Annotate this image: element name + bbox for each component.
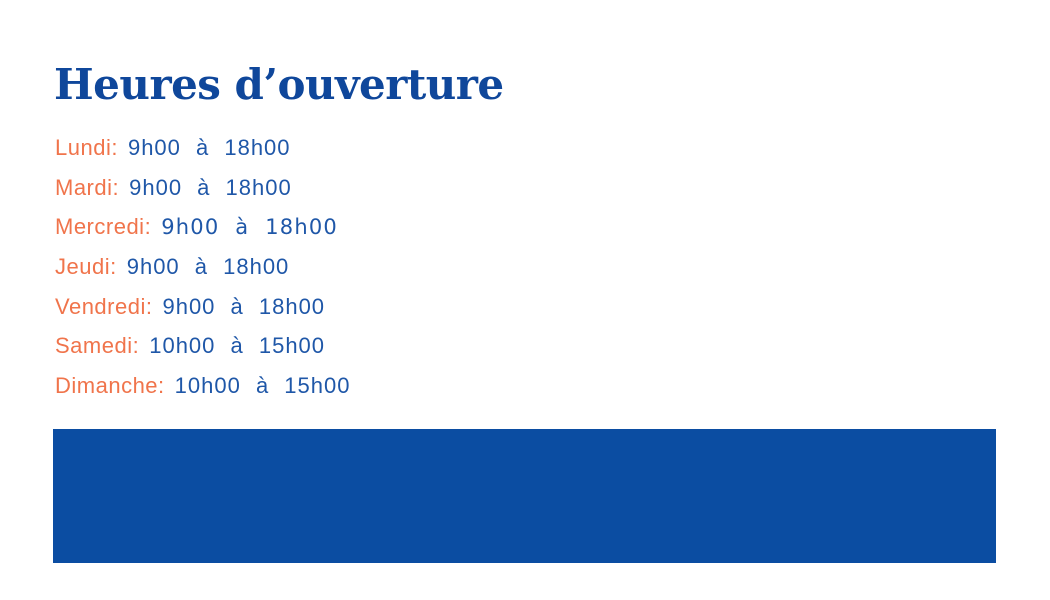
hours-row-lundi: Lundi: 9h00 à 18h00	[55, 128, 350, 168]
day-label: Mardi:	[55, 174, 120, 200]
time-value: 9h00 à 18h00	[126, 254, 290, 280]
hours-row-dimanche: Dimanche: 10h00 à 15h00	[55, 366, 350, 406]
hours-row-mardi: Mardi: 9h00 à 18h00	[55, 168, 350, 208]
footer-banner	[53, 429, 996, 563]
hours-row-samedi: Samedi: 10h00 à 15h00	[55, 326, 350, 366]
day-label: Lundi:	[55, 135, 118, 160]
time-value: 10h00 à 15h00	[174, 373, 351, 399]
page-title: Heures d’ouverture	[54, 60, 504, 109]
hours-row-jeudi: Jeudi: 9h00 à 18h00	[55, 247, 350, 287]
day-label: Jeudi:	[55, 254, 117, 280]
day-label: Samedi:	[55, 333, 140, 359]
hours-row-vendredi: Vendredi: 9h00 à 18h00	[55, 287, 350, 327]
time-value: 9h00 à 18h00	[127, 135, 291, 160]
time-value: 9h00 à 18h00	[129, 174, 292, 200]
day-label: Mercredi:	[55, 214, 152, 240]
day-label: Vendredi:	[55, 293, 153, 319]
time-value: 9h00 à 18h00	[162, 293, 326, 319]
opening-hours-list: Lundi: 9h00 à 18h00 Mardi: 9h00 à 18h00 …	[55, 128, 350, 406]
time-value: 10h00 à 15h00	[149, 333, 326, 359]
hours-row-mercredi: Mercredi: 9h00 à 18h00	[55, 207, 350, 247]
time-value: 9h00 à 18h00	[161, 215, 338, 240]
day-label: Dimanche:	[55, 373, 165, 399]
